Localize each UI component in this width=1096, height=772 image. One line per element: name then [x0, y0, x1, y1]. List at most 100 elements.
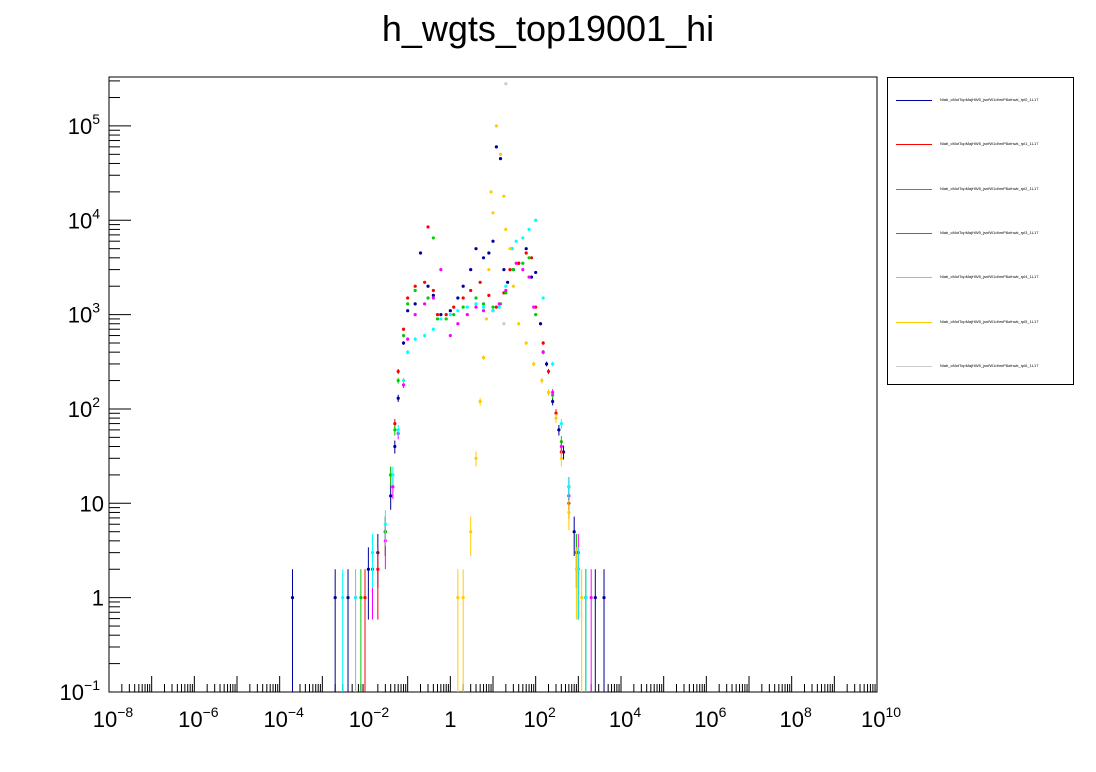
data-point	[494, 305, 498, 309]
y-axis-tick-labels: 10−1 1 10 102 103 104 105	[60, 111, 104, 705]
data-point	[452, 313, 456, 317]
data-point	[431, 296, 435, 300]
x-tick-label: 10−8	[93, 704, 134, 732]
data-point	[508, 247, 512, 251]
data-point	[487, 251, 491, 255]
data-point	[444, 317, 448, 321]
legend-label: Nlab_cMotTopMajHW5_jsnfW1dhmP8ofnwk_rpl1…	[940, 141, 1039, 147]
data-point	[551, 399, 555, 404]
data-point	[580, 596, 584, 600]
data-point	[529, 256, 534, 260]
legend-entry: Nlab_cMotTopMajHW5_jsnfW1dhmP8ofnwk_rpl3…	[896, 229, 1071, 239]
data-point	[383, 522, 387, 526]
data-point	[489, 190, 493, 194]
y-tick-label: 10−1	[60, 677, 101, 705]
legend-line-swatch	[896, 100, 932, 101]
data-point	[506, 280, 510, 284]
data-point	[514, 261, 518, 265]
legend-line-swatch	[896, 188, 932, 190]
legend-entry: Nlab_cMotTopMajHW5_jsnfW1dhmP8ofnwk_rpl5…	[896, 318, 1071, 328]
data-point	[439, 313, 443, 317]
data-point	[498, 152, 503, 156]
data-point	[487, 267, 491, 272]
series-6	[502, 82, 508, 326]
data-point	[504, 227, 508, 232]
data-point	[461, 305, 465, 309]
data-point	[504, 284, 508, 288]
data-point	[413, 288, 417, 293]
data-point	[396, 428, 400, 432]
data-point	[431, 327, 435, 331]
data-point	[521, 236, 525, 240]
legend-entry: Nlab_cMotTopMajHW5_jsnfW1dhmP8ofnwk_rpl4…	[896, 273, 1071, 283]
data-point	[524, 341, 528, 345]
x-axis-tick-labels: 10−8 10−6 10−4 10−2 1 102 104 106 108 1010	[93, 704, 901, 732]
data-point	[504, 82, 508, 86]
y-tick-label: 102	[68, 394, 100, 422]
data-point	[559, 421, 563, 426]
data-point	[363, 596, 367, 600]
data-point	[497, 302, 501, 306]
data-point	[559, 444, 563, 449]
data-point	[572, 530, 576, 534]
data-point	[439, 317, 443, 321]
data-point	[396, 396, 400, 400]
data-point	[393, 421, 397, 426]
data-point	[502, 267, 506, 272]
series-4	[341, 218, 588, 692]
data-point	[401, 378, 406, 383]
plot-frame	[108, 76, 878, 693]
data-point	[456, 296, 460, 300]
data-point	[426, 296, 430, 300]
data-point	[481, 256, 486, 260]
data-point	[527, 275, 531, 279]
data-series-layer	[290, 82, 606, 692]
data-point	[534, 218, 538, 222]
data-point	[487, 293, 491, 297]
data-point	[431, 293, 435, 297]
data-point	[401, 341, 406, 345]
data-point	[341, 596, 345, 600]
x-tick-label: 1	[444, 707, 456, 732]
data-point	[456, 322, 460, 326]
data-point	[413, 313, 417, 317]
data-point	[504, 291, 508, 295]
data-point	[474, 247, 478, 251]
data-point	[406, 350, 410, 354]
y-tick-label: 105	[68, 111, 100, 139]
data-point	[474, 305, 478, 309]
data-point	[333, 596, 337, 600]
data-point	[474, 302, 478, 306]
legend-label: Nlab_cMotTopMajHW5_jsnfW1dhmP8ofnwk_rpl4…	[940, 274, 1039, 280]
data-point	[478, 399, 482, 404]
data-point	[524, 251, 528, 255]
legend-label: Nlab_cMotTopMajHW5_jsnfW1dhmP8ofnwk_rpl5…	[940, 318, 1039, 324]
data-point	[439, 267, 443, 272]
data-point	[529, 275, 534, 279]
data-point	[527, 256, 531, 260]
data-point	[418, 251, 423, 255]
data-point	[376, 567, 380, 571]
x-tick-label: 10−6	[178, 704, 219, 732]
legend-entry: Nlab_cMotTopMajHW5_jsnfW1dhmP8ofnwk_rpl2…	[896, 185, 1071, 195]
legend-line-swatch	[896, 321, 932, 323]
data-point	[469, 267, 473, 272]
data-point	[602, 596, 606, 600]
data-point	[593, 596, 597, 600]
legend-label: Nlab_cMotTopMajHW5_jsnfW1dhmP8ofnwk_rpl2…	[940, 185, 1039, 191]
data-point	[346, 596, 350, 600]
legend-line-swatch	[896, 144, 932, 146]
data-point	[494, 124, 498, 128]
data-point	[406, 296, 410, 300]
legend-line-swatch	[896, 232, 932, 234]
data-point	[502, 322, 506, 326]
data-point	[584, 596, 588, 600]
data-point	[511, 284, 515, 288]
legend-label: Nlab_cMotTopMajHW5_jsnfW1dhmP8ofnwk_rpl0…	[940, 97, 1039, 102]
data-point	[465, 313, 469, 317]
data-point	[456, 596, 460, 600]
axis-ticks	[108, 80, 878, 693]
y-tick-label: 104	[68, 205, 100, 233]
data-point	[461, 596, 465, 600]
data-point	[370, 551, 375, 555]
